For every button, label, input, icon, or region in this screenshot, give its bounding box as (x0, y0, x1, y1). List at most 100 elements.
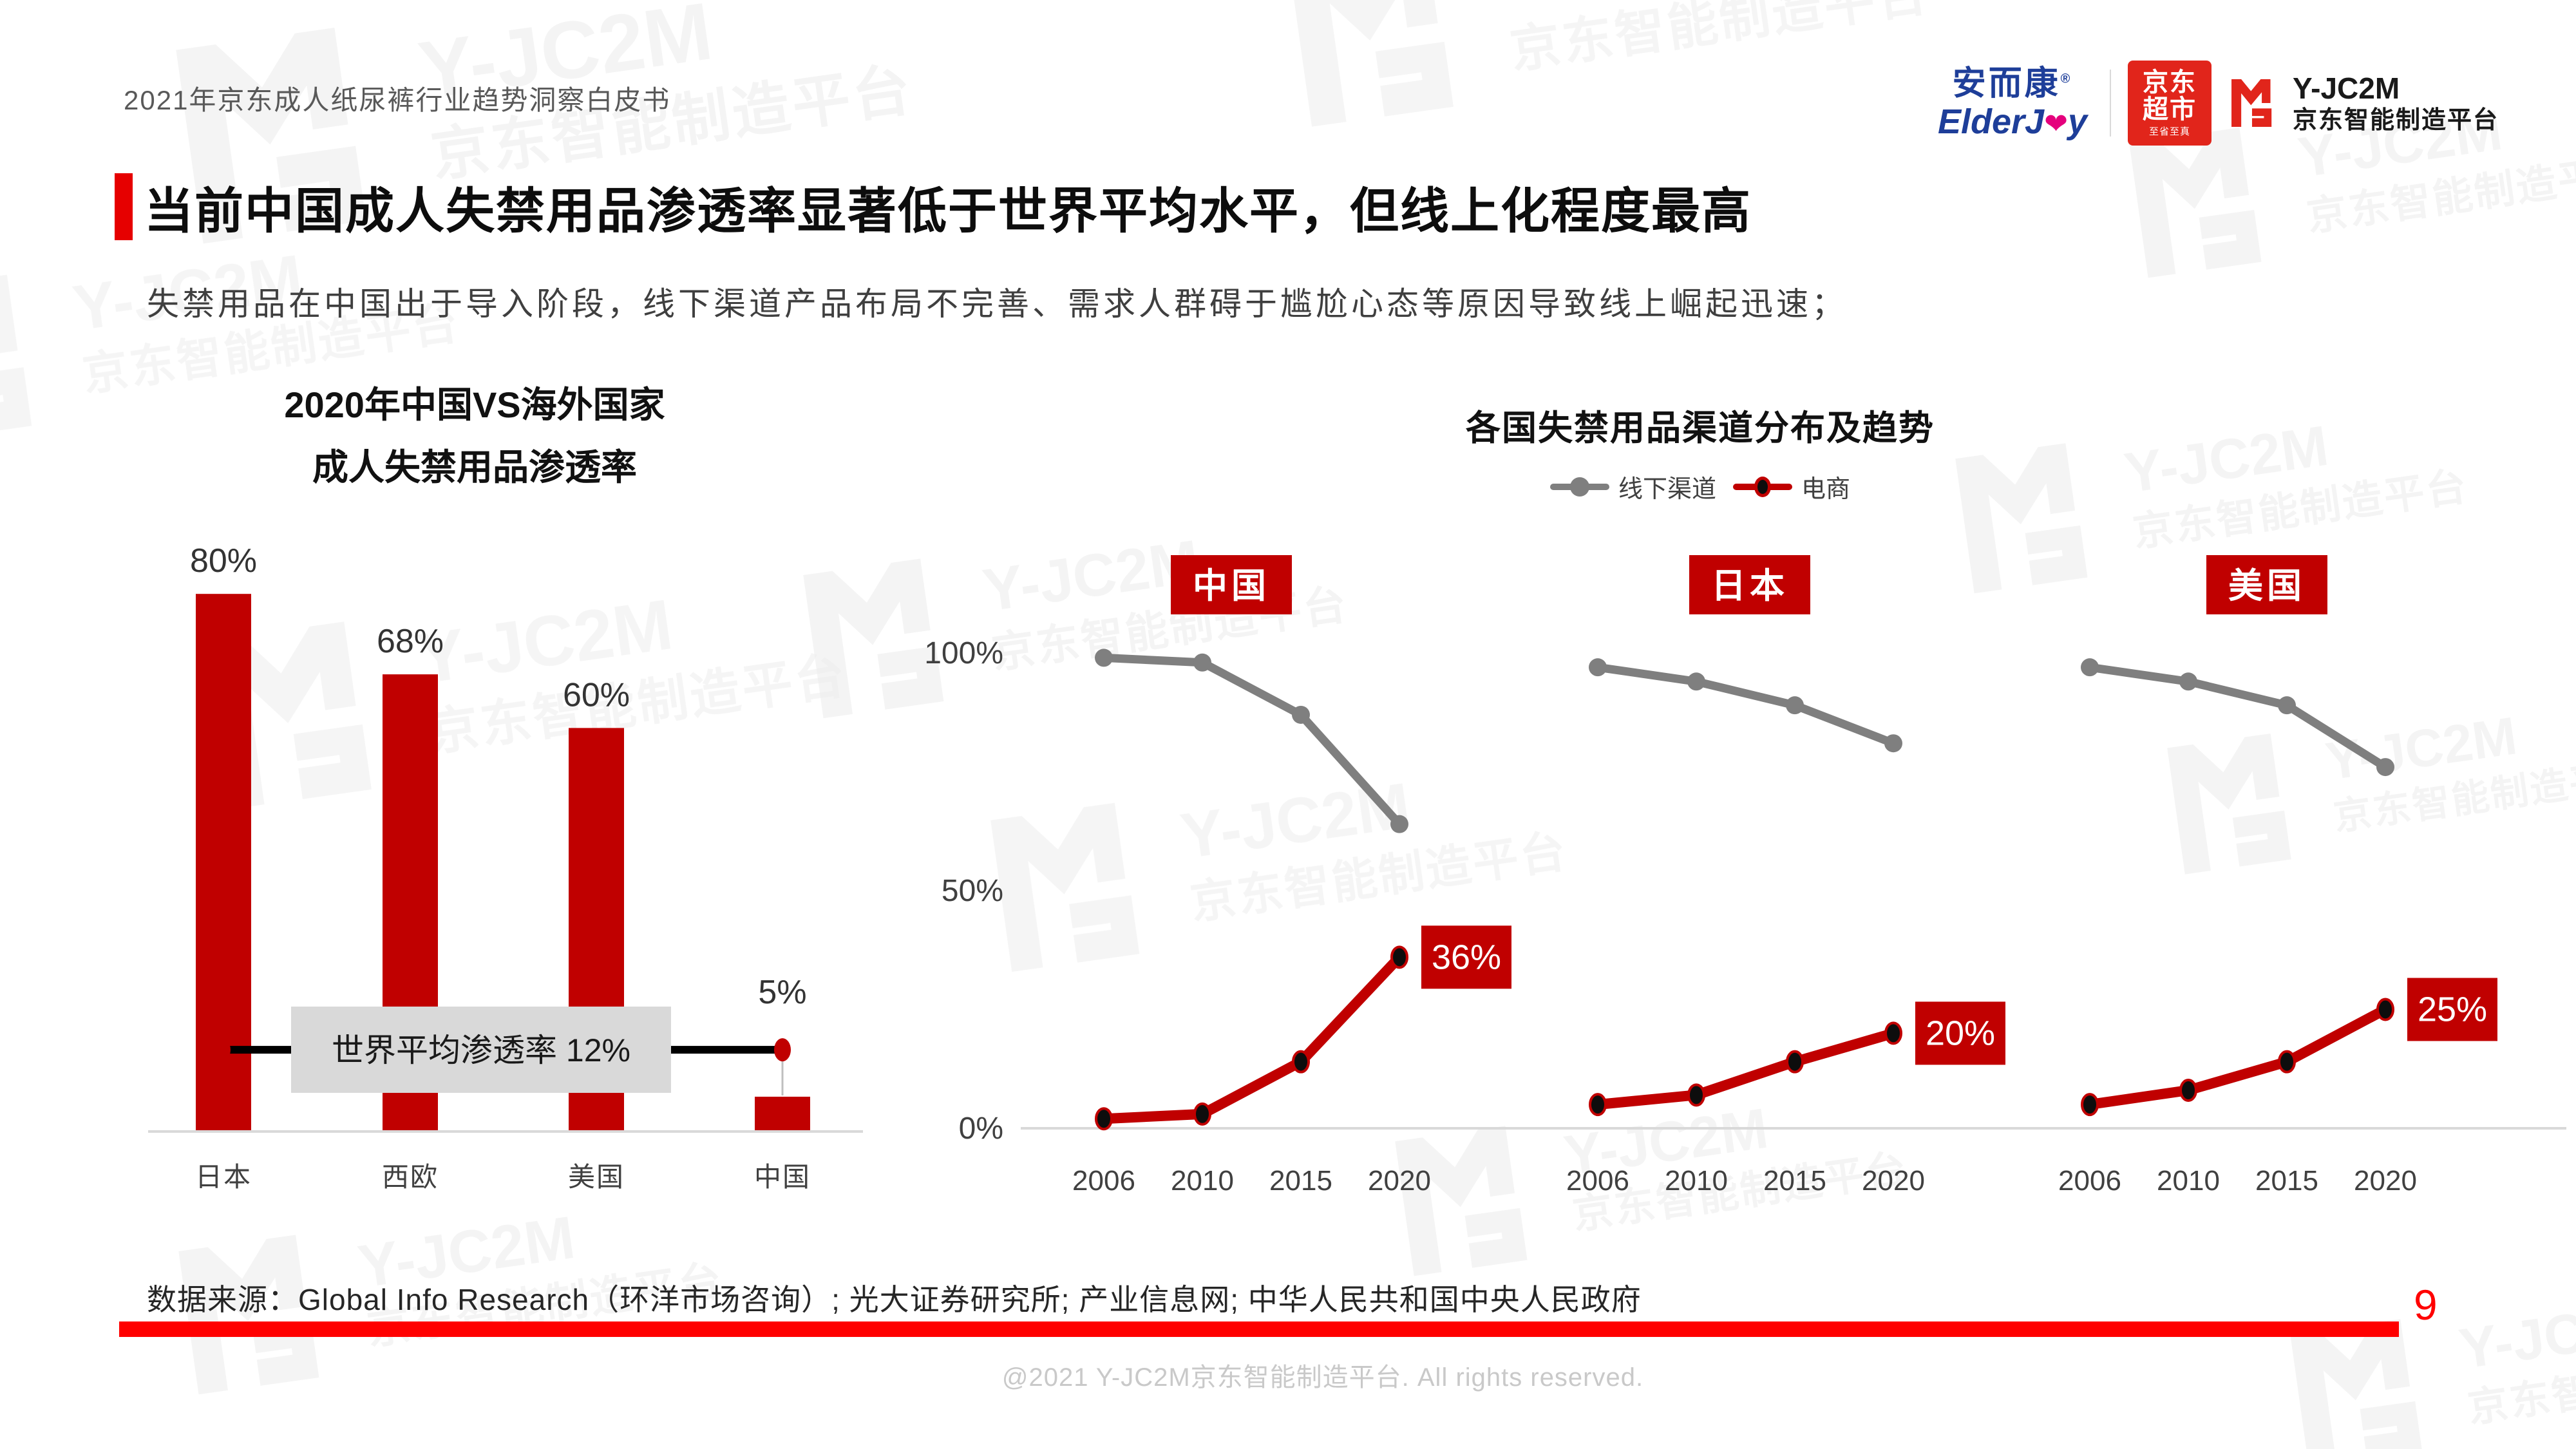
line-chart-title: 各国失禁用品渠道分布及趋势 (1466, 409, 1935, 448)
legend-item-ecommerce: 电商 (1733, 469, 1850, 504)
copyright-footer: @2021 Y-JC2M京东智能制造平台. All rights reserve… (1001, 1363, 1644, 1392)
end-label-usa: 25% (2418, 990, 2487, 1029)
x-axis-year-label: 2020 (1862, 1165, 1925, 1197)
watermark-mark-icon (1288, 0, 1438, 127)
end-label-box-japan (1915, 1001, 2005, 1065)
x-axis-year-label: 2010 (1665, 1165, 1728, 1197)
country-box-china (1171, 555, 1292, 614)
jd-supermarket-line2: 超市 (2143, 95, 2197, 124)
elderjoy-cn-text: 安而康 (1952, 65, 2061, 102)
elderjoy-en-text: ElderJ (1937, 102, 2045, 141)
page-title: 当前中国成人失禁用品渗透率显著低于世界平均水平，但线上化程度最高 (144, 184, 1752, 239)
watermark-mark-icon (1395, 1126, 1515, 1276)
yjc2m-subtitle: 京东智能制造平台 (2293, 107, 2499, 134)
offline-line-swatch-icon (1549, 477, 1609, 497)
bar-category-label: 西欧 (382, 1162, 439, 1192)
ecommerce-point-japan (1687, 1083, 1705, 1107)
bar-category-label: 日本 (195, 1162, 252, 1192)
country-box-label-japan: 日本 (1711, 567, 1788, 605)
avg-line-marker-right (774, 1038, 791, 1062)
line-chart-legend: 线下渠道 电商 (1475, 469, 1926, 504)
ecommerce-line-swatch-icon (1733, 476, 1792, 497)
x-axis-year-label: 2020 (1368, 1165, 1431, 1197)
watermark-mark-icon (803, 558, 931, 719)
y-axis-tick: 0% (959, 1112, 1003, 1146)
x-axis-year-label: 2015 (1763, 1165, 1826, 1197)
title-row: 当前中国成人失禁用品渗透率显著低于世界平均水平，但线上化程度最高 (115, 171, 1752, 242)
watermark-mark-icon (2129, 128, 2249, 278)
bar-chart-baseline (148, 1130, 863, 1133)
x-axis-year-label: 2015 (1269, 1165, 1332, 1197)
offline-line-japan (1593, 663, 1898, 748)
bar-value-label: 60% (563, 676, 630, 714)
watermark-mark-icon (1955, 443, 2076, 594)
page-subtitle: 失禁用品在中国出于导入阶段，线下渠道产品布局不完善、需求人群碍于尴尬心态等原因导… (147, 286, 1847, 322)
x-axis-year-label: 2006 (2058, 1165, 2121, 1197)
bar-chart-title-line1: 2020年中国VS海外国家 (284, 384, 665, 425)
ecommerce-point-japan (1589, 1093, 1607, 1117)
ecommerce-line-japan (1593, 1028, 1899, 1110)
ecommerce-point-usa (2376, 998, 2394, 1021)
watermark-mark-icon (178, 1235, 306, 1395)
legend-label-offline: 线下渠道 (1618, 476, 1716, 503)
end-label-china: 36% (1432, 938, 1501, 976)
world-average-label: 世界平均渗透率 12% (332, 1032, 630, 1068)
yjc2m-mark-icon (2231, 79, 2272, 127)
country-box-label-china: 中国 (1193, 567, 1270, 605)
bar-chart-title: 2020年中国VS海外国家 成人失禁用品渗透率 (185, 374, 764, 498)
title-accent-bar (115, 173, 133, 240)
end-label-box-usa (2407, 978, 2497, 1041)
world-average-box (291, 1007, 671, 1093)
elderjoy-en-text-2: y (2067, 102, 2087, 141)
watermark-mark-icon (176, 28, 348, 244)
legend-label-ecommerce: 电商 (1801, 476, 1851, 503)
offline-line-china (1099, 653, 1404, 829)
x-axis-year-label: 2010 (2157, 1165, 2220, 1197)
bar-value-label: 5% (758, 974, 806, 1011)
ecommerce-point-china (1292, 1050, 1310, 1074)
ecommerce-line-usa (2085, 1004, 2391, 1110)
document-header-title: 2021年京东成人纸尿裤行业趋势洞察白皮书 (124, 85, 671, 115)
data-source: 数据来源：Global Info Research（环洋市场咨询）; 光大证券研… (147, 1283, 1642, 1316)
avg-line-marker-left (214, 1038, 231, 1062)
offline-point-japan (1687, 672, 1705, 691)
jd-supermarket-logo: 京东 超市 至省至真 (2128, 61, 2211, 146)
logo-divider (2110, 70, 2111, 137)
watermark-mark-icon (990, 802, 1126, 972)
yjc2m-name: Y-JC2M (2293, 71, 2400, 105)
logo-bar: 安而康® ElderJ❤y 京东 超市 至省至真 Y-JC2M 京东智能制造平台 (1932, 58, 2499, 148)
x-axis-year-label: 2006 (1566, 1165, 1629, 1197)
offline-point-usa (2179, 672, 2197, 691)
ecommerce-point-usa (2179, 1078, 2197, 1102)
ecommerce-line-china (1099, 952, 1405, 1124)
y-axis-tick: 100% (924, 636, 1003, 670)
end-label-japan: 20% (1926, 1014, 1995, 1052)
ecommerce-point-china (1095, 1107, 1113, 1131)
country-box-label-usa: 美国 (2228, 567, 2306, 605)
offline-point-usa (2278, 696, 2296, 715)
offline-point-japan (1884, 734, 1902, 753)
line-chart-baseline (1021, 1127, 2566, 1130)
yjc2m-logo: Y-JC2M 京东智能制造平台 (2228, 73, 2499, 133)
ecommerce-point-japan (1884, 1021, 1902, 1045)
offline-line-usa (2085, 663, 2390, 772)
bar-category-label: 中国 (754, 1162, 811, 1192)
x-axis-year-label: 2006 (1072, 1165, 1135, 1197)
offline-point-china (1193, 653, 1211, 672)
x-axis-year-label: 2020 (2354, 1165, 2417, 1197)
offline-point-japan (1589, 658, 1607, 677)
heart-icon: ❤ (2044, 108, 2068, 140)
offline-point-china (1095, 649, 1113, 667)
jd-supermarket-line1: 京东 (2143, 68, 2197, 97)
watermark: Y-JC2M京东智能制造平台 (1955, 413, 2471, 594)
bar-中国 (755, 1096, 810, 1130)
bar-category-label: 美国 (568, 1162, 625, 1192)
legend-item-offline: 线下渠道 (1549, 469, 1716, 504)
ecommerce-point-usa (2081, 1093, 2099, 1117)
jd-supermarket-tagline: 至省至真 (2148, 126, 2190, 138)
watermark-mark-icon (2290, 1319, 2410, 1449)
ecommerce-point-japan (1786, 1050, 1804, 1074)
